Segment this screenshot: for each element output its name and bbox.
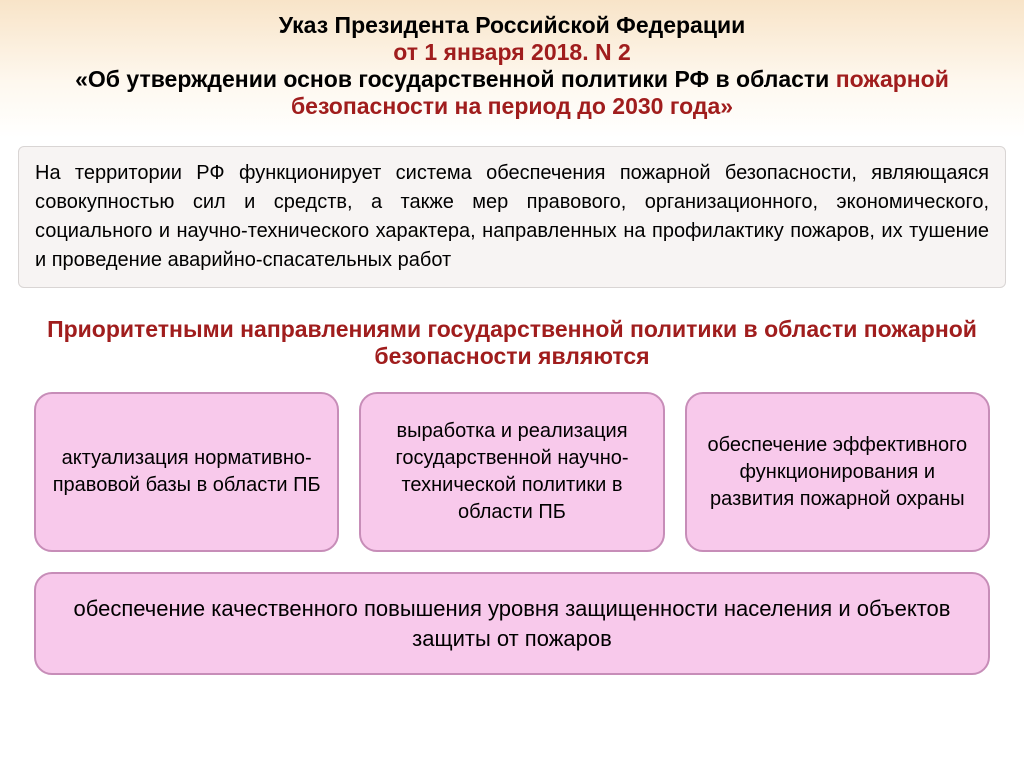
- policy-box-legal-base: актуализация нормативно-правовой базы в …: [34, 392, 339, 552]
- policy-box-population-protection: обеспечение качественного повышения уров…: [34, 572, 990, 675]
- priorities-subtitle: Приоритетными направлениями государствен…: [0, 316, 1024, 370]
- policy-boxes-row: актуализация нормативно-правовой базы в …: [34, 392, 990, 552]
- header-line3-prefix: «Об утверждении основ государственной по…: [75, 66, 836, 92]
- header-block: Указ Президента Российской Федерации от …: [0, 0, 1024, 138]
- description-panel: На территории РФ функционирует система о…: [18, 146, 1006, 288]
- header-title-line2: от 1 января 2018. N 2: [40, 39, 984, 66]
- header-title-line1: Указ Президента Российской Федерации: [40, 12, 984, 39]
- policy-box-scientific-technical: выработка и реализация государственной н…: [359, 392, 664, 552]
- policy-box-fire-protection: обеспечение эффективного функционировани…: [685, 392, 990, 552]
- header-title-line3: «Об утверждении основ государственной по…: [40, 66, 984, 120]
